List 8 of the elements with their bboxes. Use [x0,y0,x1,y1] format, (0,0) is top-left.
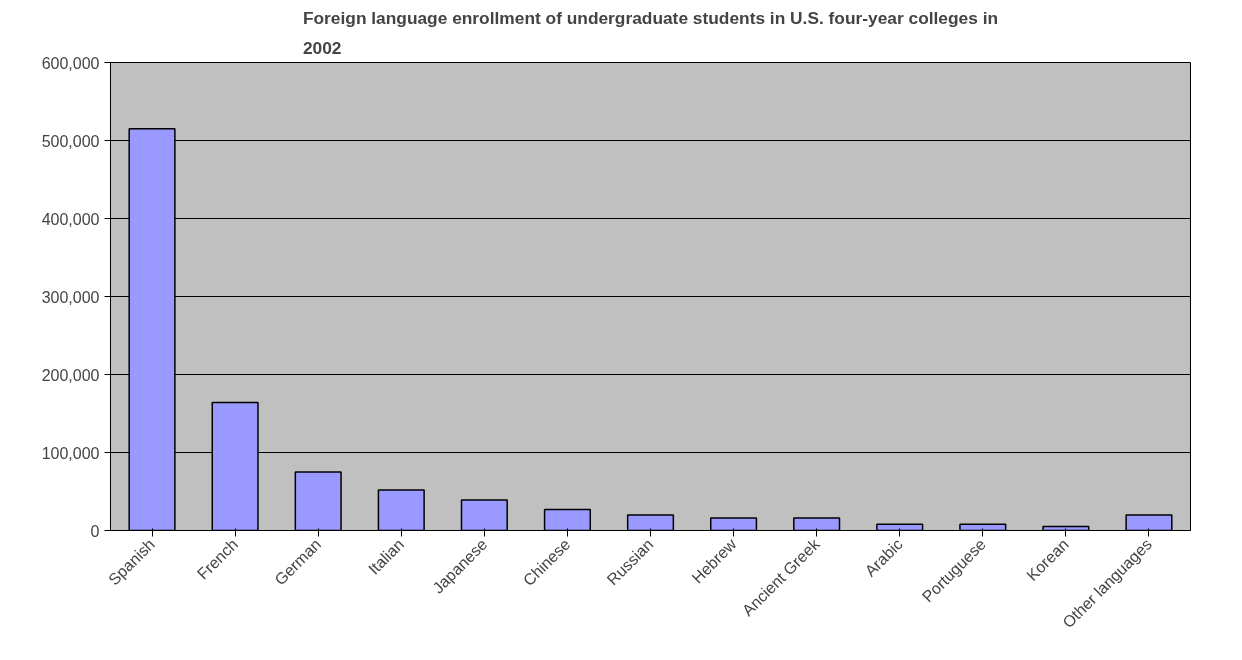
y-tick-label: 100,000 [41,444,100,462]
y-tick-label: 300,000 [41,288,100,306]
y-tick-label: 600,000 [41,54,100,72]
chart-title: Foreign language enrollment of undergraduate students in U.S. four-year colleges in 2002 [302,7,999,58]
y-tick-label: 500,000 [41,132,100,150]
y-tick-label: 0 [90,522,100,540]
y-tick-label: 200,000 [41,366,100,384]
y-tick-label: 400,000 [41,210,100,228]
